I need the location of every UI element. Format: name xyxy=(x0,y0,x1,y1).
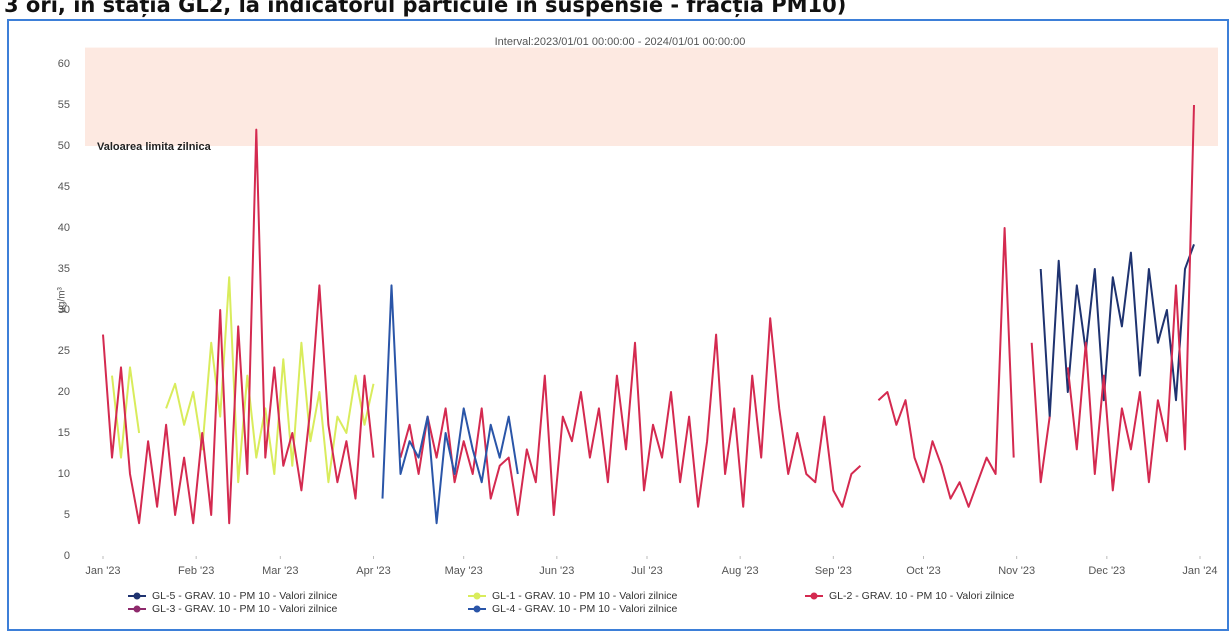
caption: 3 ori, în stația GL2, la indicatorul par… xyxy=(4,0,846,18)
legend-marker xyxy=(473,592,481,600)
y-tick-label: 25 xyxy=(58,345,70,357)
legend-marker xyxy=(810,592,818,600)
y-tick-label: 60 xyxy=(58,58,70,70)
y-tick-label: 55 xyxy=(58,99,70,111)
frame xyxy=(7,19,1229,631)
x-tick-label: Apr '23 xyxy=(356,565,391,577)
x-tick-label: Jul '23 xyxy=(631,565,662,577)
y-tick-label: 10 xyxy=(58,468,70,480)
y-tick-label: 40 xyxy=(58,222,70,234)
x-tick-label: Dec '23 xyxy=(1088,565,1125,577)
limit-label: Valoarea limita zilnica xyxy=(97,141,212,153)
series-line xyxy=(111,276,375,484)
series-line xyxy=(102,104,1195,525)
y-tick-label: 30 xyxy=(58,304,70,316)
legend-label: GL-3 - GRAV. 10 - PM 10 - Valori zilnice xyxy=(152,603,338,615)
y-tick-label: 50 xyxy=(58,140,70,152)
y-axis-label: µg/m³ xyxy=(57,286,68,312)
subtitle: Interval:2023/01/01 00:00:00 - 2024/01/0… xyxy=(495,36,746,48)
legend-label: GL-2 - GRAV. 10 - PM 10 - Valori zilnice xyxy=(829,590,1015,602)
y-tick-label: 15 xyxy=(58,427,70,439)
x-tick-label: Jan '24 xyxy=(1182,565,1217,577)
y-tick-label: 45 xyxy=(58,181,70,193)
legend-label: GL-4 - GRAV. 10 - PM 10 - Valori zilnice xyxy=(492,603,678,615)
y-tick-label: 20 xyxy=(58,386,70,398)
x-tick-label: May '23 xyxy=(445,565,483,577)
x-tick-label: Feb '23 xyxy=(178,565,214,577)
legend-label: GL-5 - GRAV. 10 - PM 10 - Valori zilnice xyxy=(152,590,338,602)
legend-label: GL-1 - GRAV. 10 - PM 10 - Valori zilnice xyxy=(492,590,678,602)
y-tick-label: 5 xyxy=(64,509,70,521)
series-line xyxy=(1039,244,1195,418)
y-tick-label: 0 xyxy=(64,550,70,562)
limit-band xyxy=(85,47,1218,146)
x-tick-label: Jan '23 xyxy=(85,565,120,577)
x-tick-label: Mar '23 xyxy=(262,565,298,577)
x-tick-label: Oct '23 xyxy=(906,565,941,577)
x-tick-label: Jun '23 xyxy=(539,565,574,577)
x-tick-label: Sep '23 xyxy=(815,565,852,577)
x-tick-label: Nov '23 xyxy=(998,565,1035,577)
legend-marker xyxy=(133,592,141,600)
legend-marker xyxy=(473,605,481,613)
x-tick-label: Aug '23 xyxy=(722,565,759,577)
series-line xyxy=(381,284,519,525)
legend-marker xyxy=(133,605,141,613)
y-tick-label: 35 xyxy=(58,263,70,275)
